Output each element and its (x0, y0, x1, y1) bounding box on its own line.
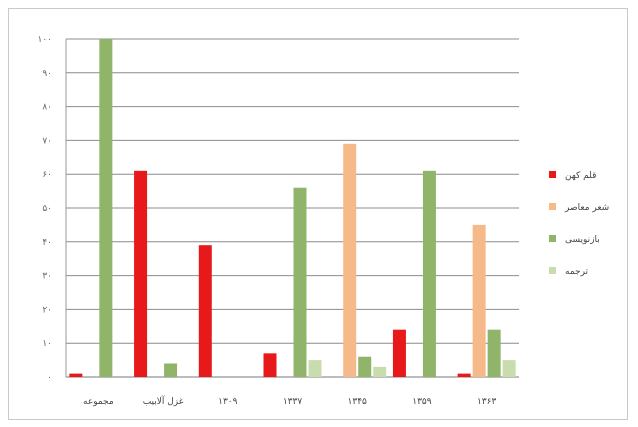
x-category-label: ۱۳۶۳ (477, 397, 497, 407)
y-tick-label: ۶۰ (42, 170, 52, 180)
bars (69, 39, 516, 377)
x-category-label: ۱۳۵۹ (412, 397, 432, 407)
y-tick-label: ۹۰ (42, 69, 52, 79)
y-tick-label: ۳۰ (42, 272, 52, 282)
bar-chart: ۰ ۱۰ ۲۰ ۳۰ ۴۰ ۵۰ ۶۰ ۷۰ ۸۰ ۹۰ ۱۰۰ مجموعه غزل آلابیب ۱… (37, 35, 609, 407)
bar (373, 366, 387, 377)
legend: قلم کهن شعر معاصر بازنویسی ترجمه (549, 171, 609, 277)
bar (198, 245, 212, 377)
bar (293, 187, 307, 377)
y-tick-label: ۴۰ (42, 238, 52, 248)
x-category-label: مجموعه (83, 397, 114, 407)
x-category-label: غزل آلابیب (143, 395, 184, 407)
legend-label: بازنویسی (565, 235, 600, 245)
x-category-label: ۱۳۰۹ (218, 397, 238, 407)
bar (457, 373, 471, 377)
x-category-label: ۱۳۳۷ (283, 397, 303, 407)
bar (134, 170, 148, 377)
y-tick-label: ۸۰ (42, 103, 52, 113)
legend-swatch (549, 235, 556, 242)
chart-frame: ۰ ۱۰ ۲۰ ۳۰ ۴۰ ۵۰ ۶۰ ۷۰ ۸۰ ۹۰ ۱۰۰ مجموعه غزل آلابیب ۱… (8, 8, 628, 420)
y-tick-label: ۱۰۰ (37, 35, 52, 45)
bar (472, 224, 486, 377)
bar (422, 170, 436, 377)
legend-swatch (549, 267, 556, 274)
y-tick-label: ۱۰ (42, 339, 52, 349)
x-category-label: ۱۳۴۵ (348, 397, 368, 407)
y-axis-ticks: ۰ ۱۰ ۲۰ ۳۰ ۴۰ ۵۰ ۶۰ ۷۰ ۸۰ ۹۰ ۱۰۰ (37, 35, 52, 383)
legend-label: قلم کهن (565, 171, 596, 181)
bar (392, 329, 406, 377)
bar (308, 360, 322, 377)
y-tick-label: ۲۰ (42, 305, 52, 315)
bar (487, 329, 501, 377)
legend-label: شعر معاصر (564, 203, 609, 213)
bar (358, 356, 372, 377)
bar (263, 353, 277, 377)
grid-lines (65, 38, 519, 378)
legend-swatch (549, 171, 556, 178)
bar (164, 363, 178, 377)
x-axis-categories: مجموعه غزل آلابیب ۱۳۰۹ ۱۳۳۷ ۱۳۴۵ ۱۳۵۹ ۱۳۶۳ (83, 395, 496, 407)
y-tick-label: ۵۰ (42, 204, 52, 214)
legend-label: ترجمه (565, 267, 589, 277)
y-tick-label: ۷۰ (42, 136, 52, 146)
legend-swatch (549, 203, 556, 210)
bar (69, 373, 83, 377)
y-tick-label: ۰ (47, 373, 52, 383)
bar (343, 143, 357, 377)
bar (99, 39, 113, 377)
bar (502, 360, 516, 377)
